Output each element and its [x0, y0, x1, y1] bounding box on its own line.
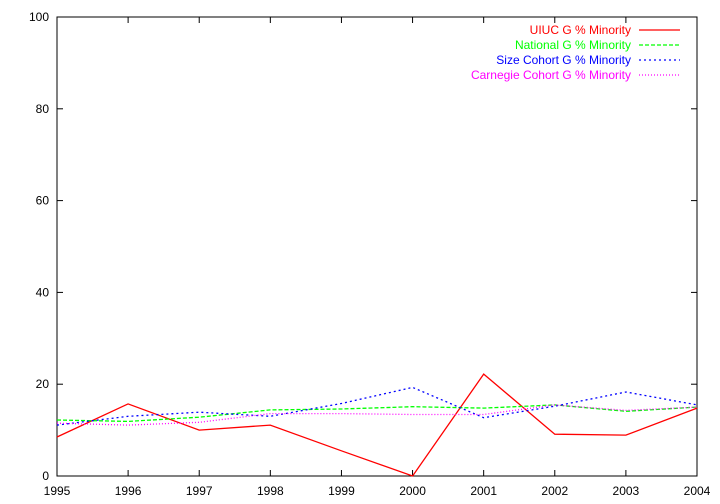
y-tick-label: 100	[29, 10, 49, 24]
x-tick-label: 2004	[684, 484, 711, 498]
legend-label-3: Size Cohort G % Minority	[496, 53, 631, 67]
y-tick-label: 20	[36, 377, 50, 391]
plot-frame	[56, 16, 698, 477]
y-tick-label: 80	[36, 102, 50, 116]
x-tick-label: 1999	[328, 484, 355, 498]
x-tick-label: 1995	[44, 484, 71, 498]
x-tick-label: 2003	[613, 484, 640, 498]
x-axis: 1995 1996 1997 1998 1999 2000 2001 2002 2003 2004	[44, 17, 711, 498]
x-tick-label: 1996	[115, 484, 142, 498]
y-axis: 0 20 40 60 80 100	[29, 10, 697, 483]
x-tick-label: 1997	[186, 484, 213, 498]
y-tick-label: 60	[36, 194, 50, 208]
legend-label-1: UIUC G % Minority	[530, 23, 631, 37]
y-tick-label: 40	[36, 285, 50, 299]
x-tick-label: 1998	[257, 484, 284, 498]
plot-series	[56, 373, 698, 477]
x-tick-label: 2002	[541, 484, 568, 498]
x-tick-label: 2000	[399, 484, 426, 498]
y-tick-label: 0	[42, 469, 49, 483]
legend-label-4: Carnegie Cohort G % Minority	[471, 68, 631, 82]
series-line-1	[56, 373, 698, 477]
series-line-4	[56, 404, 698, 426]
x-tick-label: 2001	[470, 484, 497, 498]
legend-label-2: National G % Minority	[515, 38, 631, 52]
